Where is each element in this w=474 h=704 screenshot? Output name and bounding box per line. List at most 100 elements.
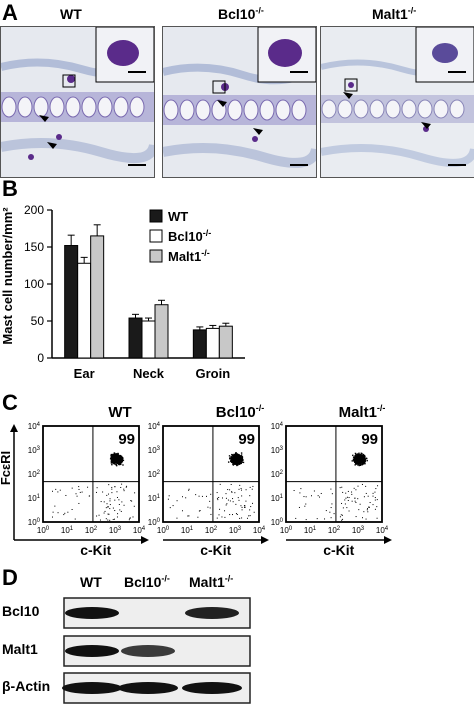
y-tick-label: 100 [28,518,41,527]
x-axis-arrowhead [261,536,269,544]
panel-a-letter: A [2,0,18,25]
y-tick-label: 101 [28,494,41,503]
x-tick-label: 101 [304,526,317,535]
y-tick-label: 200 [24,203,44,217]
x-axis-label: c-Kit [80,542,111,558]
blot-band [182,682,242,694]
histology-image-wt [0,26,155,178]
y-tick-label: 150 [24,240,44,254]
x-tick-label: 104 [133,526,146,535]
y-axis-arrowhead [10,424,18,432]
y-tick-label: 102 [148,470,161,479]
blot-row-actin: β-Actin [2,678,51,694]
facs-frame [285,425,383,523]
x-tick-label: 103 [109,526,122,535]
bar [128,317,143,359]
panel-b-letter: B [2,176,18,201]
quadrant-percent: 99 [361,431,378,448]
quadrant-percent: 99 [238,431,255,448]
blot-strip [63,635,251,667]
y-tick-label: 103 [148,446,161,455]
legend-label: Malt1-/- [168,248,210,264]
blot-band [185,607,239,619]
x-tick-label: 103 [352,526,365,535]
x-axis-label: c-Kit [200,542,231,558]
blot-row-malt1: Malt1 [2,641,38,657]
quadrant-percent: 99 [118,431,135,448]
legend-swatch [149,249,163,263]
bar [141,320,156,359]
x-tick-label: Ear [74,366,95,381]
legend-label: Bcl10-/- [168,228,211,244]
y-axis-label: Mast cell number/mm² [0,207,15,345]
y-tick-label: 50 [31,314,45,328]
x-tick-label: 102 [205,526,218,535]
x-axis-label: c-Kit [323,542,354,558]
mast-cell-bar-chart: Mast cell number/mm² 0 50 100 150 200 Ear Nec… [0,203,245,381]
panel-d-letter: D [2,565,18,590]
histology-image-bcl10 [162,26,317,178]
facs-plots: 99100100101101102102103103104104c-Kit991… [0,422,392,558]
blot-band [121,645,175,657]
y-tick-label: 103 [28,446,41,455]
y-tick-label: 100 [271,518,284,527]
facs-title-wt: WT [108,404,132,421]
y-tick-label: 104 [271,422,284,431]
facs-frame [42,425,140,523]
bar [218,325,233,359]
x-tick-label: 104 [253,526,266,535]
legend-swatch [149,229,163,243]
x-tick-label: 100 [157,526,170,535]
y-tick-label: 100 [148,518,161,527]
western-blot [62,597,251,704]
blot-band [65,607,119,619]
bar [205,327,220,359]
histology-image-malt1 [320,26,474,178]
y-tick-label: 104 [148,422,161,431]
blot-lane-malt1: Malt1-/- [189,573,234,590]
x-tick-label: 102 [85,526,98,535]
x-tick-label: 103 [229,526,242,535]
panel-a-label-malt1: Malt1-/- [372,5,417,22]
blot-lane-wt: WT [80,574,102,590]
y-tick-label: 101 [271,494,284,503]
x-tick-label: 104 [376,526,389,535]
panel-a-label-wt: WT [60,6,82,22]
y-tick-label: 103 [271,446,284,455]
bar [90,235,105,359]
blot-band [62,682,122,694]
facs-dots [51,452,136,521]
x-tick-label: 101 [61,526,74,535]
y-tick-label: 100 [24,277,44,291]
bar [154,304,169,359]
facs-dots [167,452,255,519]
x-tick-label: 100 [280,526,293,535]
x-axis-arrowhead [141,536,149,544]
panel-a-label-bcl10: Bcl10-/- [218,5,264,22]
blot-row-bcl10: Bcl10 [2,603,40,619]
panel-c-letter: C [2,390,18,415]
x-tick-label: Groin [195,366,230,381]
blot-band [65,645,119,657]
y-tick-label: 104 [28,422,41,431]
bar [192,329,207,359]
x-tick-label: 100 [37,526,50,535]
x-tick-label: Neck [133,366,165,381]
facs-dots [293,452,379,521]
blot-band [118,682,178,694]
y-tick-label: 102 [271,470,284,479]
blot-strip [62,672,251,704]
facs-title-malt1: Malt1-/- [338,403,386,421]
x-axis-arrowhead [384,536,392,544]
legend-label: WT [168,209,188,224]
y-tick-label: 101 [148,494,161,503]
x-tick-label: 102 [328,526,341,535]
facs-frame [162,425,260,523]
bar [64,245,79,359]
blot-lane-bcl10: Bcl10-/- [124,573,170,590]
x-tick-label: 101 [181,526,194,535]
bar [77,262,92,359]
